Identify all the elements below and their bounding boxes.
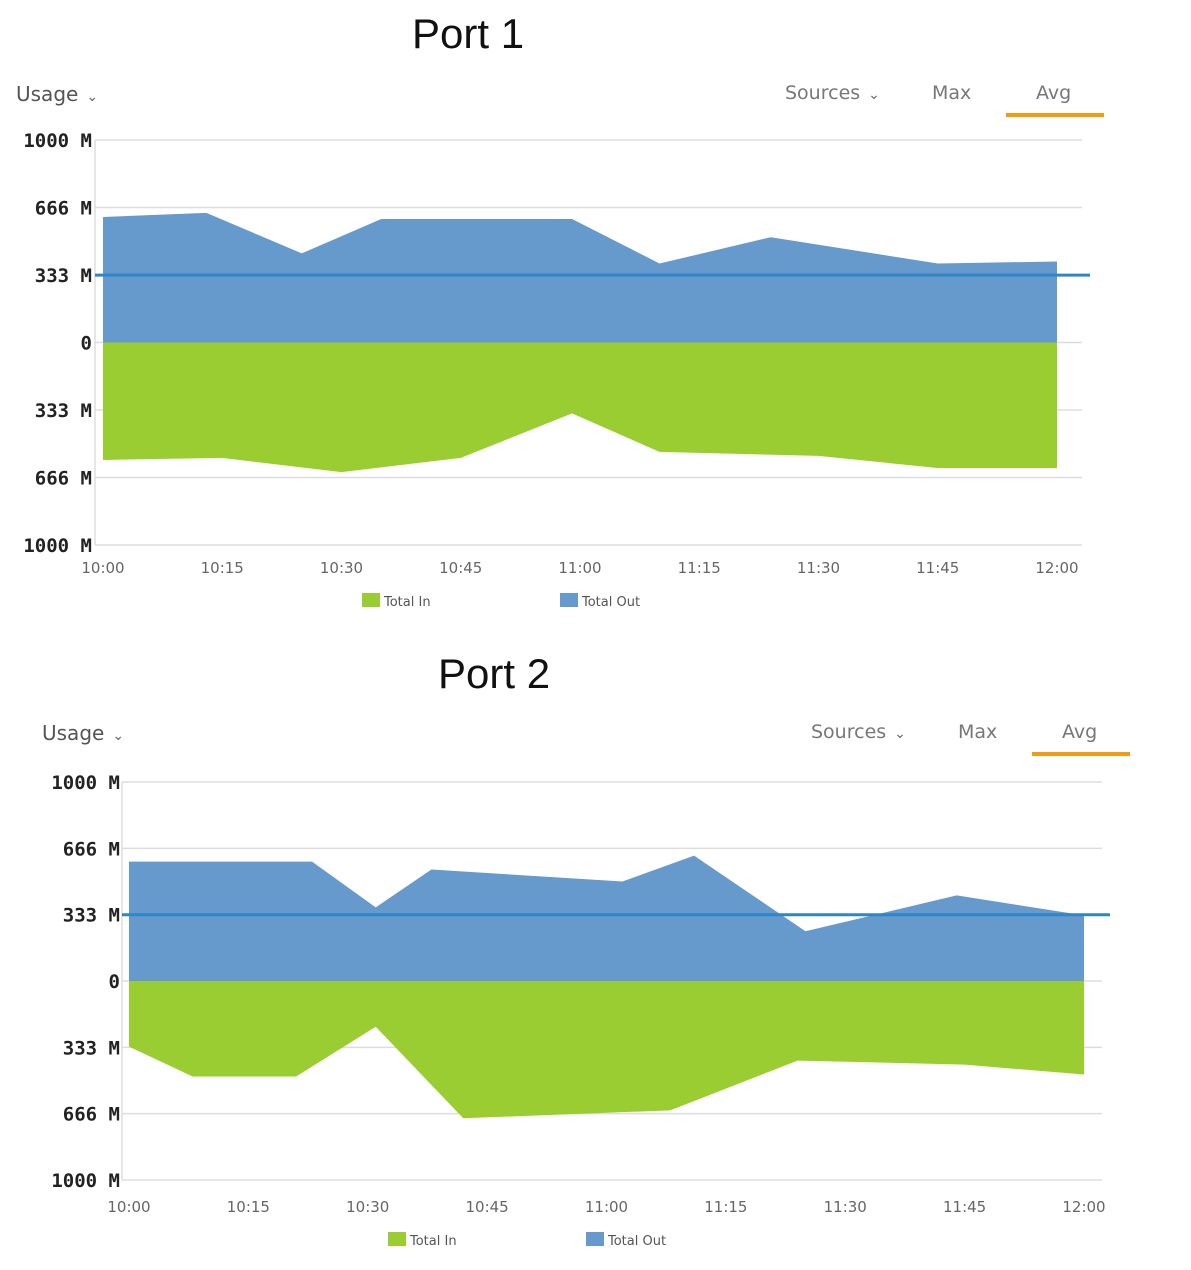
y-tick-label: 1000 M — [51, 1170, 120, 1192]
x-tick-label: 12:00 — [1035, 559, 1078, 577]
chart-svg-port-2: 1000 M 666 M 333 M 0 333 M 666 M 1000 M 10:00 10… — [51, 772, 1110, 1249]
x-tick-label: 10:45 — [439, 559, 482, 577]
x-tick-label: 11:30 — [797, 559, 840, 577]
y-tick-label: 333 M — [35, 400, 92, 422]
area-total-out — [103, 212, 1057, 343]
area-total-in — [103, 342, 1057, 473]
y-tick-label: 1000 M — [23, 130, 92, 152]
legend-total-out-swatch — [586, 1232, 604, 1246]
tab-avg[interactable]: Avg — [1036, 82, 1072, 104]
x-tick-label: 11:00 — [558, 559, 601, 577]
y-tick-label: 1000 M — [23, 535, 92, 557]
legend-total-in-label: Total In — [383, 595, 431, 610]
y-tick-label: 666 M — [35, 468, 92, 490]
y-tick-label: 666 M — [35, 198, 92, 220]
chart-title: Port 2 — [438, 650, 551, 697]
usage-label: Usage — [16, 82, 79, 106]
x-tick-label: 10:15 — [227, 1198, 270, 1216]
x-tick-label: 10:15 — [201, 559, 244, 577]
chart-title: Port 1 — [412, 10, 525, 57]
tab-avg[interactable]: Avg — [1062, 721, 1098, 743]
legend: Total In Total Out — [388, 1232, 666, 1249]
sources-dropdown[interactable]: Sources ⌄ — [785, 82, 880, 104]
chevron-down-icon: ⌄ — [112, 728, 125, 744]
tab-avg-active-indicator — [1006, 113, 1104, 117]
y-tick-label: 0 — [81, 333, 92, 355]
tab-max[interactable]: Max — [958, 721, 998, 743]
x-tick-label: 11:15 — [678, 559, 721, 577]
x-tick-label: 10:30 — [346, 1198, 389, 1216]
usage-label: Usage — [42, 721, 105, 745]
sources-label: Sources — [811, 721, 887, 743]
y-tick-label: 333 M — [35, 265, 92, 287]
legend-total-in-swatch — [388, 1232, 406, 1246]
legend-total-in-swatch — [362, 593, 380, 607]
usage-dropdown[interactable]: Usage ⌄ — [42, 721, 124, 745]
chart-panel-port-1: Port 1 Usage ⌄ Sources ⌄ Max Avg 1000 M 666… — [0, 0, 1191, 630]
x-tick-label: 11:00 — [585, 1198, 628, 1216]
sources-label: Sources — [785, 82, 861, 104]
x-tick-label: 10:30 — [320, 559, 363, 577]
y-tick-label: 0 — [109, 971, 120, 993]
chart-svg-port-1: 1000 M 666 M 333 M 0 333 M 666 M 1000 M 10:00 10… — [23, 130, 1090, 610]
y-tick-label: 666 M — [63, 838, 120, 860]
tab-max[interactable]: Max — [932, 82, 972, 104]
area-total-out — [129, 855, 1084, 981]
tab-avg-active-indicator — [1032, 752, 1130, 756]
x-tick-label: 11:45 — [943, 1198, 986, 1216]
y-tick-label: 666 M — [63, 1104, 120, 1126]
legend-total-in-label: Total In — [409, 1234, 457, 1249]
chevron-down-icon: ⌄ — [894, 726, 906, 742]
usage-dropdown[interactable]: Usage ⌄ — [16, 82, 98, 106]
x-tick-label: 11:45 — [916, 559, 959, 577]
chart-panel-port-2: Port 2 Usage ⌄ Sources ⌄ Max Avg 1000 M 666… — [0, 640, 1191, 1270]
legend-total-out-label: Total Out — [607, 1234, 666, 1249]
x-tick-label: 10:45 — [466, 1198, 509, 1216]
x-tick-label: 10:00 — [81, 559, 124, 577]
area-total-in — [129, 981, 1084, 1119]
x-tick-label: 12:00 — [1062, 1198, 1105, 1216]
legend: Total In Total Out — [362, 593, 640, 610]
chevron-down-icon: ⌄ — [868, 87, 880, 103]
sources-dropdown[interactable]: Sources ⌄ — [811, 721, 906, 743]
legend-total-out-label: Total Out — [581, 595, 640, 610]
y-tick-label: 333 M — [63, 905, 120, 927]
x-tick-label: 11:15 — [704, 1198, 747, 1216]
chevron-down-icon: ⌄ — [86, 89, 99, 105]
y-tick-label: 333 M — [63, 1037, 120, 1059]
y-tick-label: 1000 M — [51, 772, 120, 794]
x-tick-label: 11:30 — [824, 1198, 867, 1216]
x-tick-label: 10:00 — [107, 1198, 150, 1216]
legend-total-out-swatch — [560, 593, 578, 607]
